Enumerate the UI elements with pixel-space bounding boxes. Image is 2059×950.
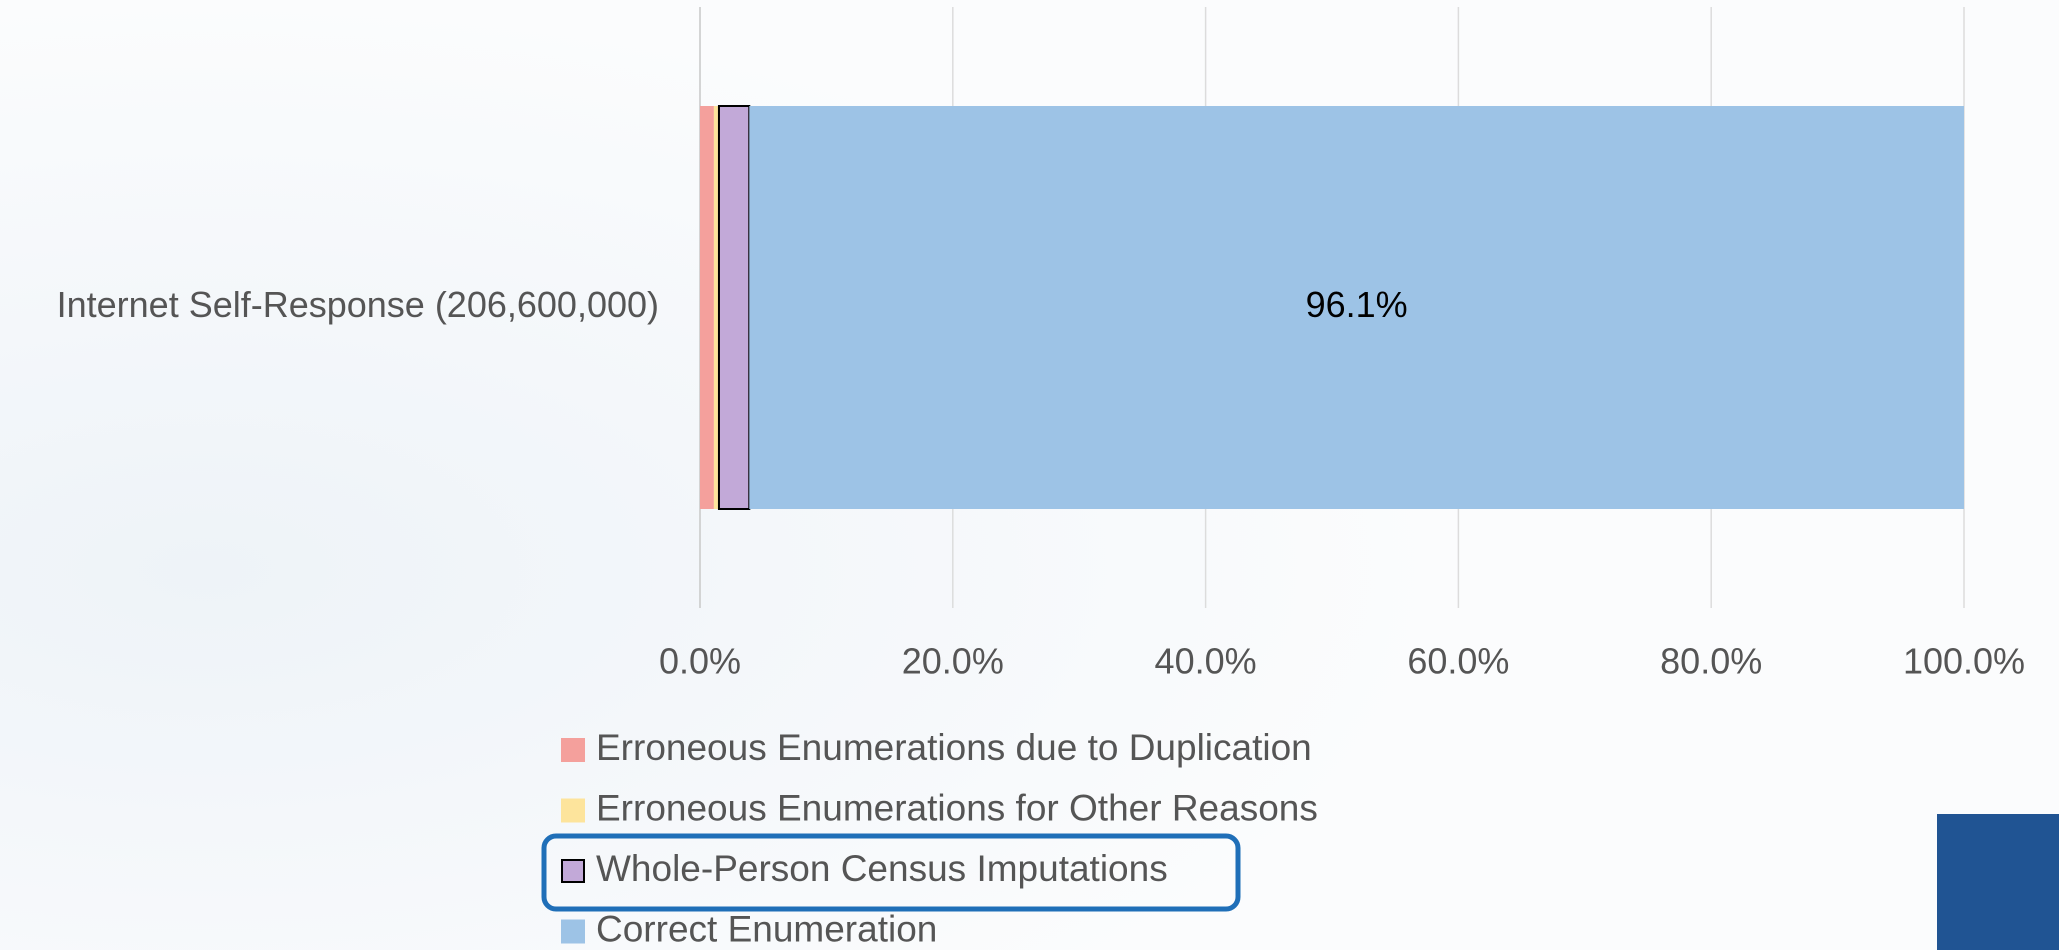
legend-swatch (561, 798, 585, 823)
bar-segment (749, 106, 1964, 509)
data-label: 96.1% (1306, 284, 1408, 325)
legend-label: Erroneous Enumerations due to Duplicatio… (596, 727, 1312, 768)
x-tick-label: 20.0% (902, 641, 1004, 682)
legend-label: Correct Enumeration (596, 908, 937, 949)
x-tick-label: 100.0% (1903, 641, 2025, 682)
x-tick-label: 60.0% (1407, 641, 1509, 682)
legend-swatch (561, 859, 585, 883)
y-tick-label: Internet Self-Response (206,600,000) (57, 284, 659, 325)
bar-segment (717, 105, 751, 510)
legend-swatch (561, 738, 585, 762)
bar-segment (713, 106, 719, 509)
x-tick-label: 80.0% (1660, 641, 1762, 682)
highlight-box (541, 833, 1241, 912)
logo (1937, 814, 2059, 950)
legend-label: Whole-Person Census Imputations (596, 848, 1168, 889)
x-tick-label: 40.0% (1155, 641, 1257, 682)
legend-label: Erroneous Enumerations for Other Reasons (596, 787, 1318, 828)
legend-swatch (561, 919, 585, 944)
bar-segment (700, 106, 714, 509)
x-tick-label: 0.0% (659, 641, 741, 682)
